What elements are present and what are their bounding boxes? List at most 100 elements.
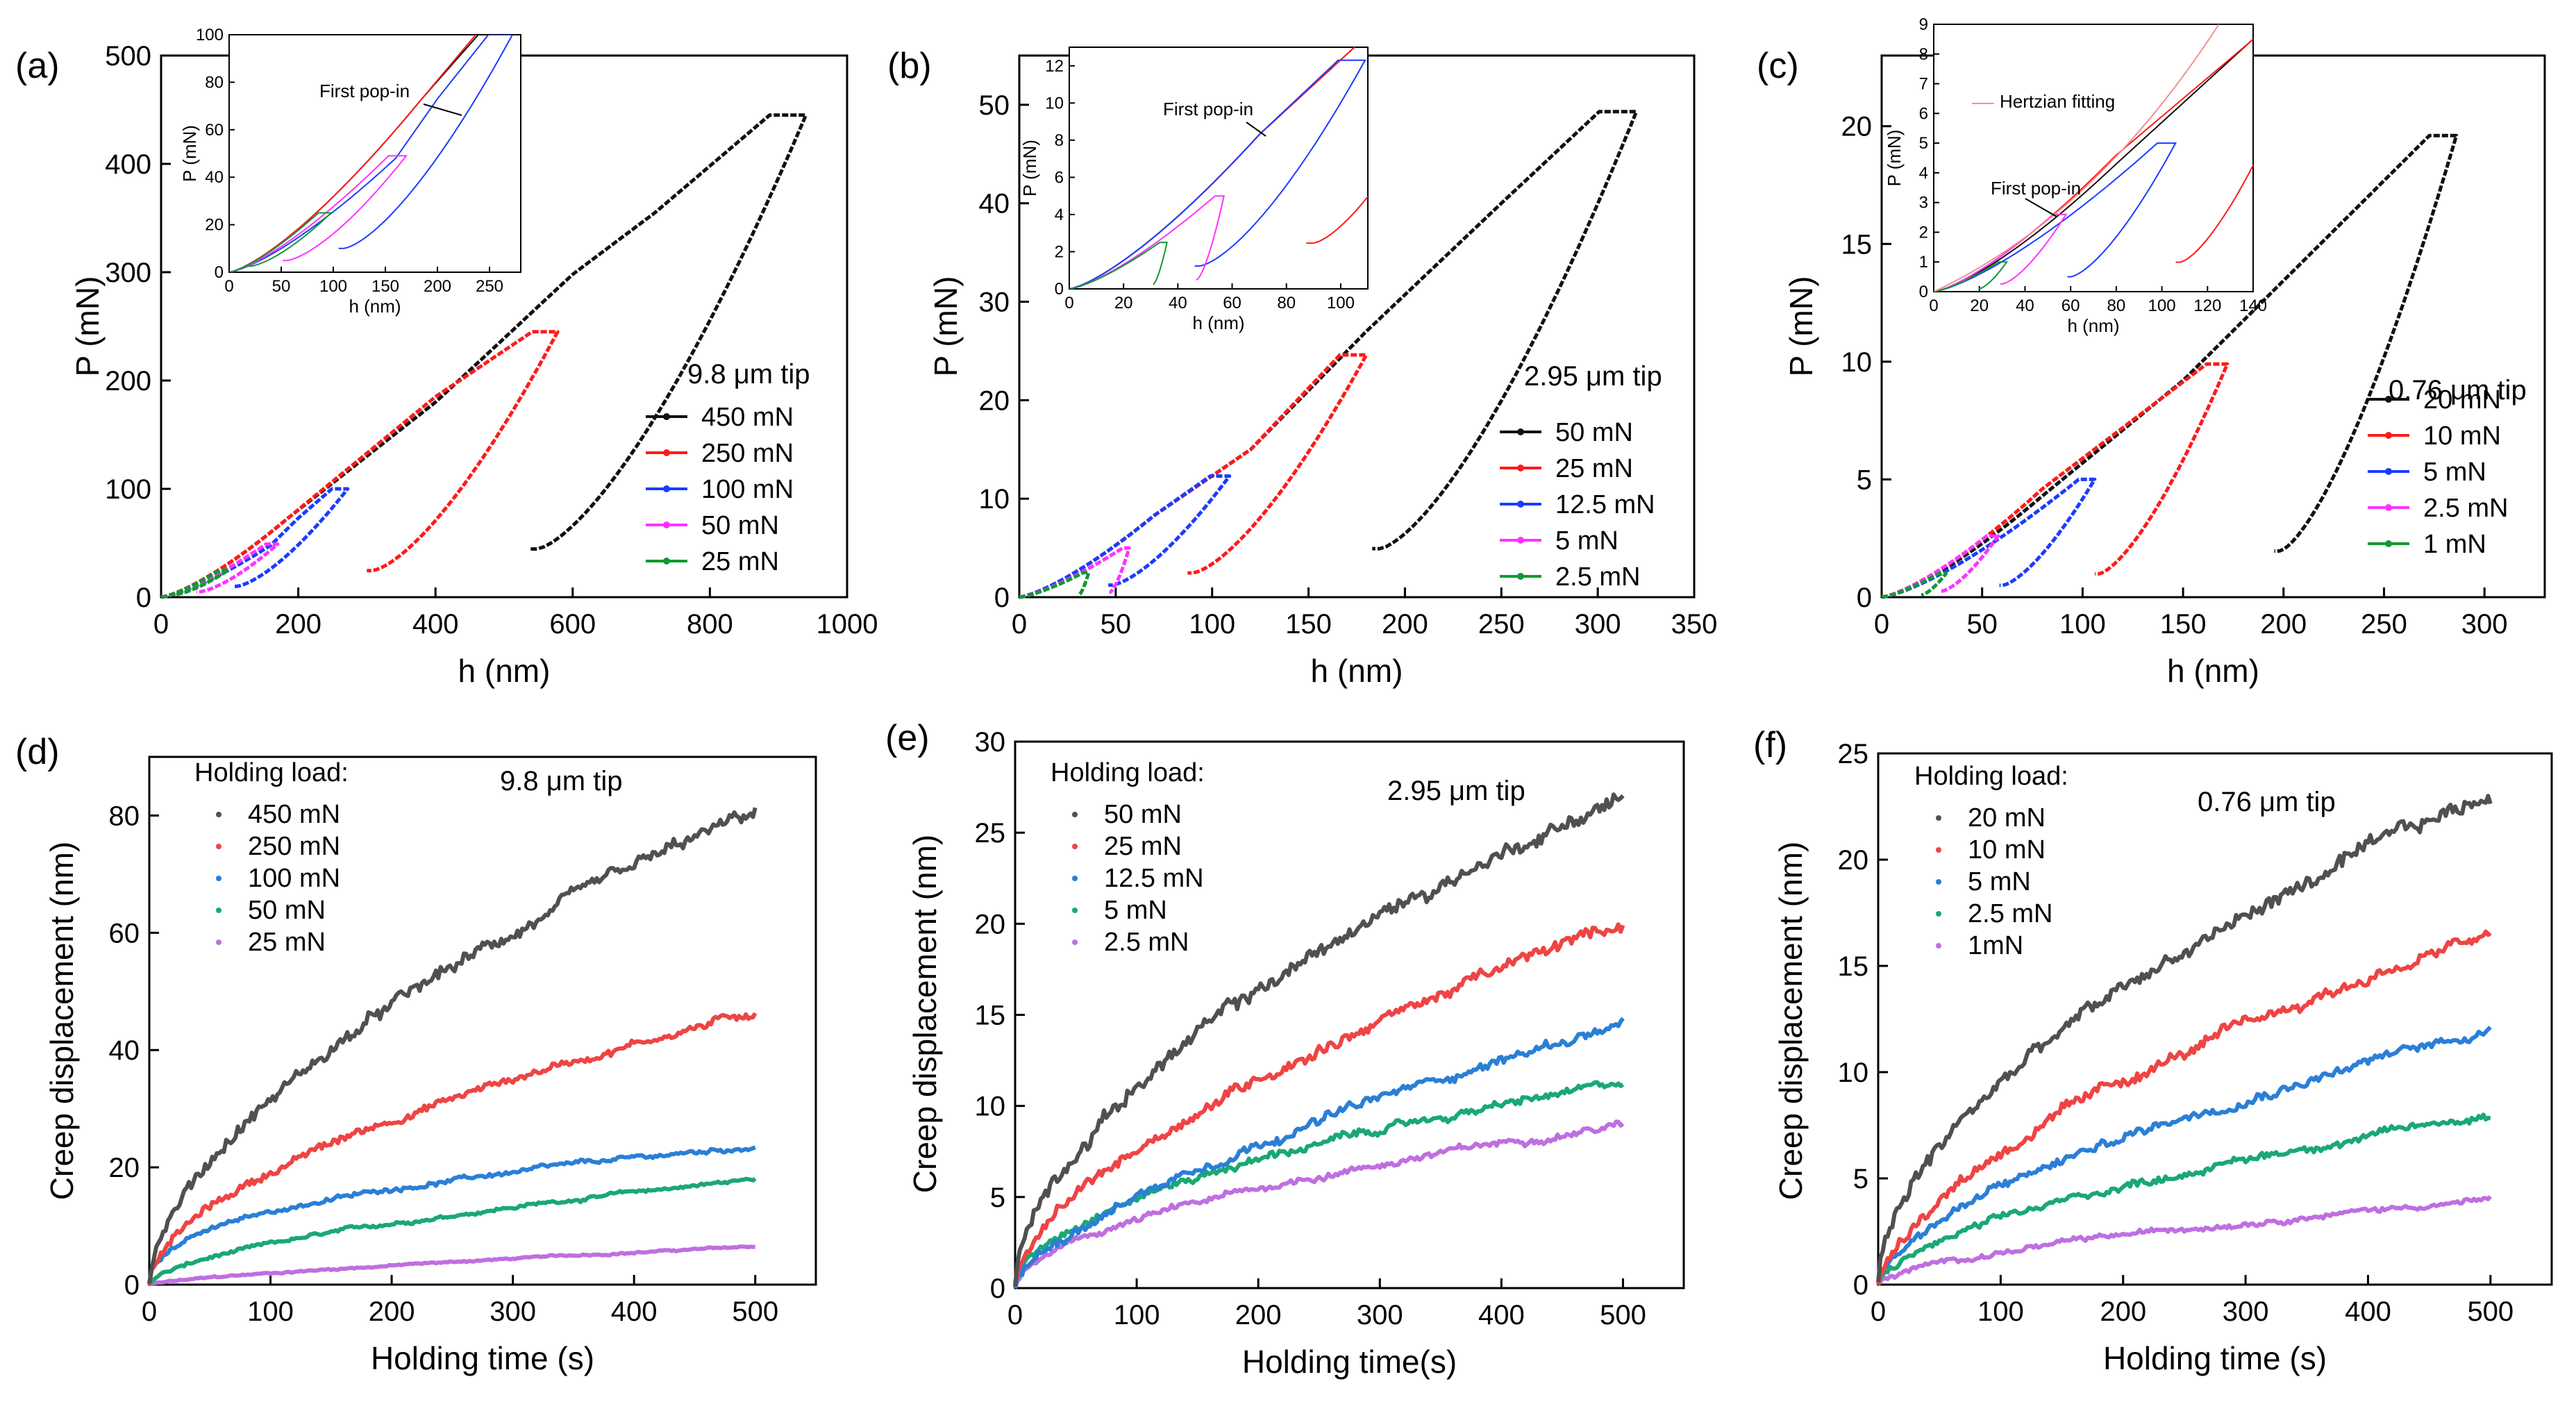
legend-marker bbox=[1936, 943, 1941, 949]
panel-d: 0 100 200 300 400 500 0 20 40 60 80 Holding time (s… bbox=[15, 732, 817, 1376]
legend-label: 25 mN bbox=[248, 928, 326, 957]
series-line-10mn bbox=[1881, 362, 2230, 599]
legend-marker bbox=[2385, 540, 2392, 547]
legend-label: 100 mN bbox=[701, 475, 794, 504]
y-axis-label: P (mN) bbox=[69, 276, 106, 377]
inset-x-tick-label: 100 bbox=[2148, 297, 2176, 315]
panel-label: (a) bbox=[15, 46, 60, 86]
creep-series-20mn bbox=[1876, 794, 2493, 1283]
legend-marker bbox=[1072, 812, 1078, 817]
inset-y-tick-label: 10 bbox=[1045, 94, 1064, 112]
legend-label: 50 mN bbox=[1555, 418, 1633, 447]
pop-in-arrow bbox=[423, 103, 462, 116]
x-tick-label: 0 bbox=[153, 609, 169, 640]
legend-label: 12.5 mN bbox=[1555, 490, 1655, 519]
inset-series-line bbox=[1934, 38, 2253, 292]
series-line-250mn bbox=[160, 330, 560, 599]
x-tick-label: 800 bbox=[687, 609, 733, 640]
inset-x-tick-label: 0 bbox=[224, 277, 233, 296]
y-axis-label: Creep displacement (nm) bbox=[44, 842, 80, 1200]
legend-label: 20 mN bbox=[1968, 803, 2046, 833]
panel-label: (b) bbox=[887, 46, 932, 86]
tip-label: 9.8 μm tip bbox=[687, 359, 810, 390]
inset-y-label: P (mN) bbox=[179, 125, 200, 182]
y-tick-label: 300 bbox=[105, 258, 151, 288]
legend-marker bbox=[1517, 465, 1524, 471]
legend-marker bbox=[1072, 940, 1078, 945]
legend-marker bbox=[1072, 908, 1078, 913]
y-tick-label: 20 bbox=[109, 1153, 140, 1183]
inset-x-tick-label: 40 bbox=[1169, 294, 1187, 312]
panel-label: (c) bbox=[1757, 46, 1799, 86]
inset-x-tick-label: 250 bbox=[476, 277, 503, 296]
x-axis-label: h (nm) bbox=[2167, 653, 2259, 689]
legend-label: 50 mN bbox=[248, 896, 326, 925]
inset-c: 0 20 40 60 80 100 120 140 0 1 2 3 4 5 6 7 8 9 h (nm) P (mN)… bbox=[1884, 15, 2267, 336]
creep-series-450mn bbox=[147, 807, 758, 1284]
inset-y-label: P (mN) bbox=[1019, 140, 1040, 197]
inset-x-label: h (nm) bbox=[349, 296, 401, 317]
inset-series-line bbox=[229, 35, 514, 272]
creep-series-2.5mn bbox=[1876, 1112, 2491, 1286]
inset-y-tick-label: 80 bbox=[205, 73, 224, 92]
legend-title: Holding load: bbox=[1914, 762, 2068, 791]
legend-title: Holding load: bbox=[194, 758, 349, 787]
y-tick-label: 0 bbox=[136, 583, 151, 613]
y-tick-label: 60 bbox=[109, 918, 140, 949]
legend-label: 50 mN bbox=[1104, 800, 1182, 829]
legend-marker bbox=[216, 812, 221, 817]
tip-label: 9.8 μm tip bbox=[500, 766, 622, 796]
legend-label: 25 mN bbox=[701, 547, 779, 576]
y-tick-label: 5 bbox=[1853, 1164, 1868, 1194]
y-tick-label: 5 bbox=[1857, 465, 1872, 495]
legend-marker bbox=[216, 940, 221, 945]
inset-x-tick-label: 0 bbox=[1929, 297, 1938, 315]
panel-f: 0 100 200 300 400 500 0 5 10 15 20 25 Holding time (… bbox=[1753, 725, 2553, 1376]
y-tick-label: 20 bbox=[1841, 112, 1873, 142]
x-axis-label: Holding time(s) bbox=[1242, 1344, 1457, 1380]
legend-marker bbox=[663, 485, 670, 492]
inset-y-tick-label: 60 bbox=[205, 121, 224, 140]
inset-series-line bbox=[1069, 242, 1168, 289]
y-tick-label: 10 bbox=[1841, 347, 1873, 378]
creep-series-10mn bbox=[1876, 929, 2492, 1285]
inset-y-label: P (mN) bbox=[1884, 130, 1905, 187]
legend-label: 450 mN bbox=[701, 403, 794, 432]
creep-series-12.5mn bbox=[1013, 1017, 1625, 1289]
x-tick-label: 150 bbox=[2160, 609, 2207, 640]
y-tick-label: 0 bbox=[1853, 1270, 1868, 1301]
inset-curves bbox=[1934, 24, 2253, 292]
legend-marker bbox=[1517, 573, 1524, 580]
legend-label: 5 mN bbox=[1968, 867, 2031, 896]
inset-curves bbox=[229, 35, 514, 272]
legend-label: 450 mN bbox=[248, 800, 340, 829]
legend-label: 250 mN bbox=[701, 439, 794, 468]
inset-b: 0 20 40 60 80 100 0 2 4 6 8 10 12 h (nm) P (mN) First p… bbox=[1019, 47, 1369, 333]
legend-label: 100 mN bbox=[248, 864, 340, 893]
y-tick-label: 200 bbox=[105, 366, 151, 396]
x-tick-label: 0 bbox=[1871, 1296, 1886, 1327]
y-tick-label: 20 bbox=[975, 909, 1006, 940]
y-tick-label: 100 bbox=[105, 474, 151, 505]
inset-y-tick-label: 2 bbox=[1919, 223, 1928, 242]
y-tick-label: 500 bbox=[105, 41, 151, 72]
creep-series-5mn bbox=[1876, 1026, 2492, 1285]
inset-annotation: Hertzian fitting bbox=[2000, 91, 2115, 112]
series-line-12.5mn bbox=[1019, 474, 1232, 599]
y-axis-label: Creep displacement (nm) bbox=[1773, 842, 1809, 1200]
legend-marker bbox=[216, 908, 221, 913]
pop-in-arrow bbox=[2025, 198, 2057, 217]
series-line-25mn bbox=[1019, 353, 1369, 599]
x-tick-label: 100 bbox=[1189, 609, 1235, 640]
series-line-5mn bbox=[1881, 477, 2097, 599]
x-tick-label: 200 bbox=[2100, 1296, 2146, 1327]
legend-label: 10 mN bbox=[1968, 835, 2046, 865]
series-line-100mn bbox=[160, 487, 350, 599]
inset-x-tick-label: 100 bbox=[1327, 294, 1355, 312]
inset-x-label: h (nm) bbox=[1192, 312, 1244, 333]
inset-series-line bbox=[229, 155, 408, 272]
x-tick-label: 500 bbox=[732, 1296, 778, 1327]
inset-y-tick-label: 3 bbox=[1919, 194, 1928, 212]
inset-frame bbox=[1933, 24, 2254, 292]
